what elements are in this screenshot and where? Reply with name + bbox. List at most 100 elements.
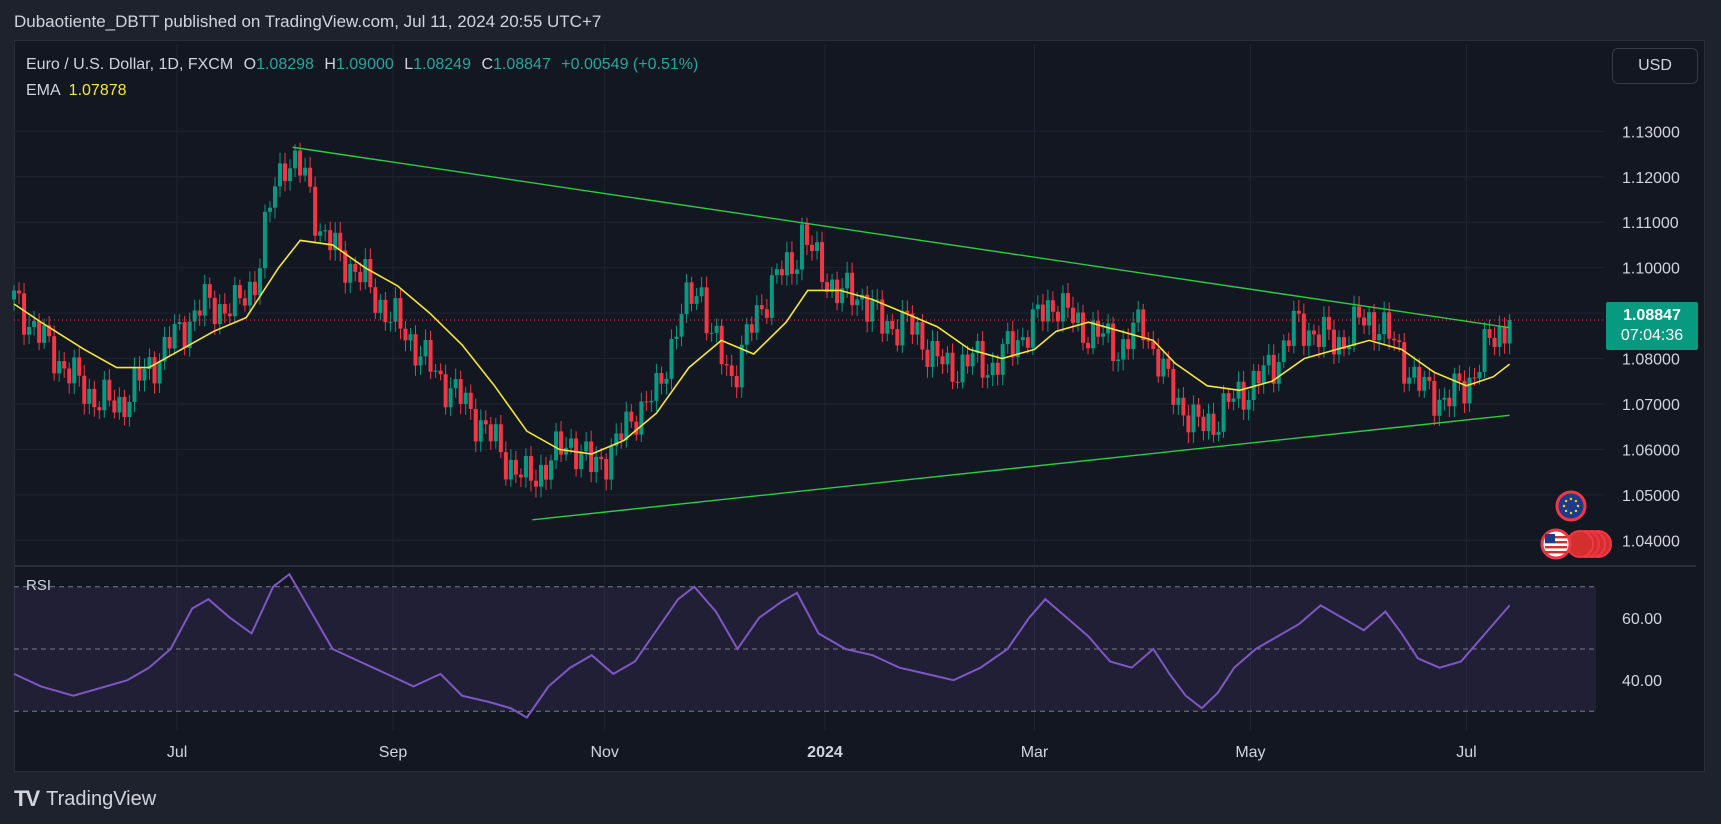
change-value: +0.00549 (+0.51%) xyxy=(561,56,699,73)
rsi-label[interactable]: RSI xyxy=(26,577,52,594)
candle-body xyxy=(734,376,739,388)
eu-star xyxy=(1564,499,1568,503)
candle-body xyxy=(1286,340,1291,346)
eu-flag-icon[interactable] xyxy=(1555,490,1587,522)
symbol-name[interactable]: Euro / U.S. Dollar, 1D, FXCM xyxy=(26,56,234,73)
rsi-tick-label: 40.00 xyxy=(1622,673,1662,690)
price-tick-label: 1.06000 xyxy=(1622,442,1680,459)
candle-body xyxy=(1437,399,1442,416)
candle-body xyxy=(1331,329,1336,355)
candle-body xyxy=(714,325,719,333)
candle-body xyxy=(488,424,493,442)
candle-body xyxy=(428,339,433,372)
currency-button[interactable]: USD xyxy=(1612,48,1698,84)
candle-body xyxy=(293,150,298,169)
candle-body xyxy=(604,459,609,480)
candle-body xyxy=(92,388,97,408)
candle-body xyxy=(799,224,804,270)
low-label: L xyxy=(404,56,414,73)
candle-body xyxy=(840,288,845,304)
candle-body xyxy=(463,392,468,405)
candle-body xyxy=(1321,316,1326,347)
candle-body xyxy=(1005,331,1010,345)
candle-body xyxy=(664,378,669,384)
candle-body xyxy=(62,361,67,369)
candle-body xyxy=(1035,304,1040,310)
candle-body xyxy=(1457,373,1462,381)
candle-body xyxy=(1256,370,1261,384)
candle-body xyxy=(333,232,338,251)
candle-body xyxy=(212,297,217,325)
candle-body xyxy=(32,320,37,327)
candle-body xyxy=(97,407,102,411)
price-tick-label: 1.04000 xyxy=(1622,533,1680,550)
candle-body xyxy=(809,244,814,252)
candle-body xyxy=(789,252,794,274)
candle-body xyxy=(343,250,348,283)
candle-body xyxy=(57,361,62,374)
candle-body xyxy=(764,309,769,318)
candle-body xyxy=(1507,320,1512,344)
ema-row[interactable]: EMA 1.07878 xyxy=(26,80,698,106)
candle-body xyxy=(107,379,112,401)
candle-body xyxy=(1407,377,1412,384)
candle-body xyxy=(1452,373,1457,407)
candle-body xyxy=(368,259,373,288)
candle-body xyxy=(679,314,684,337)
time-tick-label: 2024 xyxy=(807,744,843,761)
candle-body xyxy=(1221,393,1226,432)
price-tick-label: 1.05000 xyxy=(1622,488,1680,505)
candle-body xyxy=(1025,337,1030,348)
ema-value: 1.07878 xyxy=(68,82,127,99)
candle-body xyxy=(197,310,202,316)
candle-body xyxy=(694,296,699,304)
high-label: H xyxy=(324,56,336,73)
eu-star xyxy=(1574,499,1578,503)
candle-body xyxy=(965,354,970,367)
candle-body xyxy=(1447,397,1452,407)
candle-body xyxy=(147,357,152,369)
candle-body xyxy=(378,299,383,313)
rsi-tick-label: 60.00 xyxy=(1622,611,1662,628)
candle-body xyxy=(629,411,634,422)
candle-body xyxy=(1116,359,1121,362)
candle-body xyxy=(574,438,579,470)
tradingview-logo[interactable]: TV TradingView xyxy=(14,786,156,812)
candle-body xyxy=(1397,340,1402,343)
candle-body xyxy=(825,282,830,292)
eu-star xyxy=(1574,509,1578,513)
low-value: 1.08249 xyxy=(413,56,471,73)
time-tick-label: Mar xyxy=(1021,744,1049,761)
candle-body xyxy=(1427,376,1432,381)
candle-body xyxy=(277,163,282,187)
candle-body xyxy=(1226,393,1231,402)
candle-body xyxy=(910,313,915,335)
candle-body xyxy=(403,328,408,341)
candle-body xyxy=(1291,310,1296,346)
publish-caption: Dubaotiente_DBTT published on TradingVie… xyxy=(14,12,602,31)
candle-body xyxy=(182,322,187,349)
candle-body xyxy=(313,186,318,236)
candle-body xyxy=(1096,320,1101,337)
candle-body xyxy=(815,242,820,252)
candle-body xyxy=(1402,342,1407,384)
candle-body xyxy=(619,433,624,441)
candle-body xyxy=(704,287,709,334)
candle-body xyxy=(1372,312,1377,341)
candle-body xyxy=(1316,334,1321,347)
time-tick-label: May xyxy=(1235,744,1265,761)
candle-body xyxy=(513,459,518,475)
candle-body xyxy=(960,354,965,383)
candle-body xyxy=(17,290,22,294)
rsi-band-background xyxy=(14,586,1596,712)
candle-body xyxy=(1111,323,1116,362)
candle-body xyxy=(1231,398,1236,402)
candle-body xyxy=(27,326,32,335)
candle-body xyxy=(102,379,107,411)
candle-body xyxy=(784,252,789,276)
candle-body xyxy=(162,336,167,362)
candle-body xyxy=(137,367,142,381)
candle-body xyxy=(719,325,724,365)
candle-body xyxy=(383,299,388,323)
